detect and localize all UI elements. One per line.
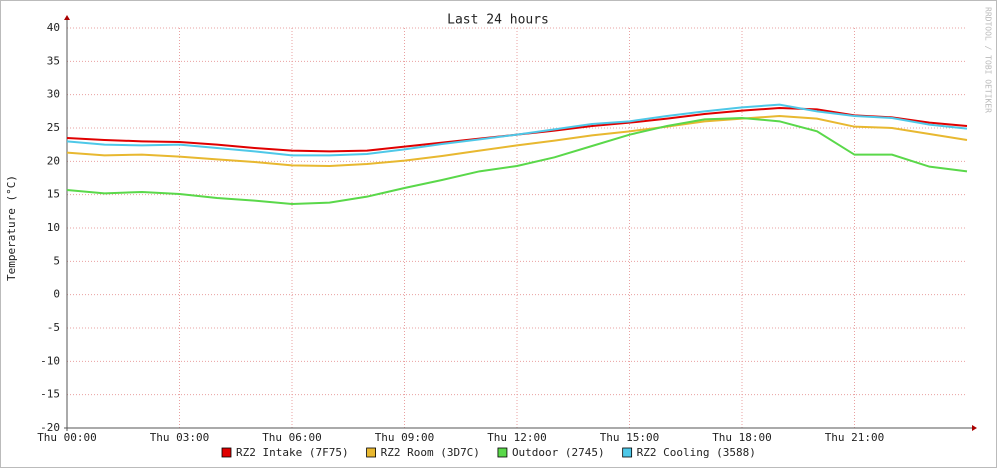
legend-swatch [366,447,376,458]
x-tick-label: Thu 21:00 [825,431,885,444]
y-tick-label: 40 [47,21,60,34]
legend-swatch [221,447,232,458]
y-tick-label: 20 [47,154,60,167]
y-tick-label: -15 [40,388,60,401]
x-tick-label: Thu 12:00 [487,431,547,444]
watermark: RRDTOOL / TOBI OETIKER [984,7,993,113]
y-tick-label: 30 [47,88,60,101]
axis-arrow [972,425,977,431]
y-tick-label: 25 [47,121,60,134]
y-tick-label: 5 [53,254,60,267]
series-line [66,103,968,157]
y-tick-label: -10 [40,354,60,367]
y-tick-label: -5 [47,321,60,334]
x-tick-label: Thu 06:00 [262,431,322,444]
y-tick-label: 15 [47,188,60,201]
legend-swatch [497,447,508,458]
x-tick-label: Thu 00:00 [37,431,97,444]
y-tick-label: 10 [47,221,60,234]
x-tick-label: Thu 09:00 [375,431,435,444]
legend-label: RZ2 Cooling (3588) [637,446,756,459]
legend-swatch [622,447,633,458]
y-tick-label: 0 [53,288,60,301]
x-tick-label: Thu 18:00 [712,431,772,444]
axis-arrow [64,15,70,20]
series-line [66,116,968,206]
y-axis-label: Temperature (°C) [5,175,18,281]
chart-title: Last 24 hours [447,13,549,28]
legend-label: RZ2 Intake (7F75) [236,446,349,459]
x-tick-label: Thu 03:00 [150,431,210,444]
series-line [66,114,968,168]
y-tick-label: 35 [47,54,60,67]
legend-label: Outdoor (2745) [512,446,605,459]
legend-label: RZ2 Room (3D7C) [381,446,480,459]
y-tick-label: -20 [40,421,60,434]
x-tick-label: Thu 15:00 [600,431,660,444]
